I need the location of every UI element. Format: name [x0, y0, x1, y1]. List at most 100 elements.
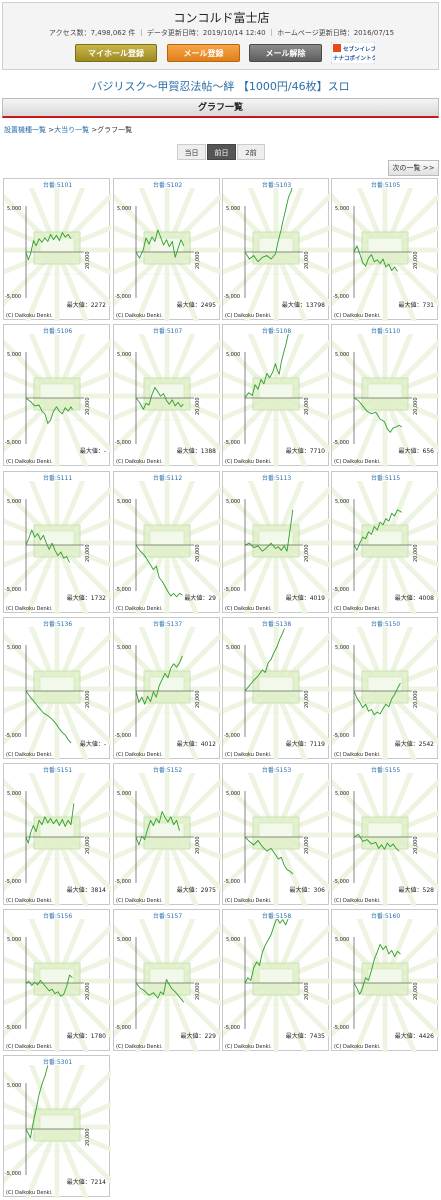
- copyright-label: (C) Daikoku Denki.: [6, 898, 53, 904]
- slump-line: [135, 655, 183, 705]
- graph-card-title[interactable]: 台番:5151: [42, 767, 73, 774]
- graph-card-title[interactable]: 台番:5138: [261, 621, 292, 628]
- graph-card-title[interactable]: 台番:5150: [370, 621, 401, 628]
- graph-card[interactable]: 台番:5157 5,000 -5,000 20,000 最大値：229 (C) Daiko…: [113, 909, 221, 1052]
- graph-card[interactable]: 台番:5158 5,000 -5,000 20,000 最大値：7435 (C) Daik…: [222, 909, 330, 1052]
- graph-card-title[interactable]: 台番:5107: [152, 328, 183, 335]
- copyright-label: (C) Daikoku Denki.: [334, 313, 381, 319]
- myhall-register-button[interactable]: マイホール登録: [75, 44, 157, 62]
- graph-card-title[interactable]: 台番:5160: [370, 913, 401, 920]
- graph-card[interactable]: 台番:5110 5,000 -5,000 20,000 最大値：656 (C) Daiko…: [331, 324, 439, 467]
- graph-card[interactable]: 台番:5301 5,000 -5,000 20,000 最大値：7214 (C) Daik…: [3, 1055, 111, 1198]
- slump-line: [135, 544, 183, 598]
- next-list-button[interactable]: 次の一覧 >>: [388, 160, 439, 176]
- y-tick-label-bottom: -5,000: [333, 294, 349, 300]
- breadcrumb-bonus-list[interactable]: 大当り一覧: [54, 126, 90, 134]
- graph-card-title[interactable]: 台番:5155: [370, 767, 401, 774]
- copyright-label: (C) Daikoku Denki.: [116, 606, 163, 612]
- graph-card-title[interactable]: 台番:5301: [42, 1059, 73, 1066]
- graph-card-title[interactable]: 台番:5108: [261, 328, 292, 335]
- graph-card[interactable]: 台番:5138 5,000 -5,000 20,000 最大値：7119 (C) Daik…: [222, 617, 330, 760]
- graph-card-title[interactable]: 台番:5115: [370, 475, 401, 482]
- graph-card-title[interactable]: 台番:5101: [42, 182, 73, 189]
- x-tick-label-end: 20,000: [413, 691, 419, 709]
- slump-graph: 5,000 -5,000 20,000 最大値：7710 (C) Daikoku Den…: [223, 334, 330, 467]
- max-value-prefix: 最大値：: [286, 594, 310, 602]
- y-tick-label-bottom: -5,000: [5, 733, 21, 739]
- graph-card-title[interactable]: 台番:5156: [42, 913, 73, 920]
- y-tick-label-bottom: -5,000: [224, 294, 240, 300]
- graph-card-title[interactable]: 台番:5153: [261, 767, 292, 774]
- seven-logo-icon: [333, 44, 341, 52]
- graph-card-title[interactable]: 台番:5137: [152, 621, 183, 628]
- x-tick-label-end: 20,000: [413, 545, 419, 563]
- tab-two-days-ago[interactable]: 2前: [237, 144, 265, 160]
- max-value-label: 最大値：229: [181, 1032, 217, 1040]
- y-tick-label-top: 5,000: [335, 499, 349, 505]
- y-tick-label-top: 5,000: [7, 206, 21, 212]
- graph-card[interactable]: 台番:5111 5,000 -5,000 20,000 最大値：1732 (C) Daik…: [3, 471, 111, 614]
- x-tick-label-end: 20,000: [85, 398, 91, 416]
- graph-card[interactable]: 台番:5115 5,000 -5,000 20,000 最大値：4008 (C) Daik…: [331, 471, 439, 614]
- max-value-label: 最大値：1388: [177, 447, 216, 455]
- graph-card[interactable]: 台番:5152 5,000 -5,000 20,000 最大値：2975 (C) Daik…: [113, 763, 221, 906]
- y-tick-label-bottom: -5,000: [115, 1025, 131, 1031]
- graph-card-title[interactable]: 台番:5152: [152, 767, 183, 774]
- graph-card[interactable]: 台番:5108 5,000 -5,000 20,000 最大値：7710 (C) Daik…: [222, 324, 330, 467]
- tab-today[interactable]: 当日: [177, 144, 206, 160]
- slump-graph: 5,000 -5,000 20,000 最大値：7435 (C) Daikoku Den…: [223, 919, 330, 1052]
- max-value-prefix: 最大値：: [286, 740, 310, 748]
- y-tick-label-bottom: -5,000: [333, 587, 349, 593]
- background-machine-reels: [39, 1114, 75, 1130]
- graph-card[interactable]: 台番:5106 5,000 -5,000 20,000 最大値：- (C) Daikoku…: [3, 324, 111, 467]
- graph-card-title[interactable]: 台番:5136: [42, 621, 73, 628]
- graph-card[interactable]: 台番:5160 5,000 -5,000 20,000 最大値：4426 (C) Daik…: [331, 909, 439, 1052]
- max-value: 229: [205, 1033, 217, 1040]
- breadcrumb-machine-list[interactable]: 設置機種一覧: [4, 126, 46, 134]
- graph-card[interactable]: 台番:5112 5,000 -5,000 20,000 最大値：29 (C) Daikok…: [113, 471, 221, 614]
- graph-card-title[interactable]: 台番:5113: [261, 475, 292, 482]
- x-tick-label-end: 20,000: [195, 691, 201, 709]
- mail-register-button[interactable]: メール登録: [167, 44, 240, 62]
- graph-card-title[interactable]: 台番:5157: [152, 913, 183, 920]
- graph-card[interactable]: 台番:5150 5,000 -5,000 20,000 最大値：2542 (C) Daik…: [331, 617, 439, 760]
- graph-card[interactable]: 台番:5156 5,000 -5,000 20,000 最大値：1780 (C) Daik…: [3, 909, 111, 1052]
- background-machine-reels: [367, 968, 403, 984]
- tab-previous-day[interactable]: 前日: [207, 144, 236, 160]
- graph-card[interactable]: 台番:5137 5,000 -5,000 20,000 最大値：4012 (C) Daik…: [113, 617, 221, 760]
- graph-card-title[interactable]: 台番:5111: [42, 475, 73, 482]
- graph-card-title[interactable]: 台番:5110: [370, 328, 401, 335]
- graph-card[interactable]: 台番:5107 5,000 -5,000 20,000 最大値：1388 (C) Daik…: [113, 324, 221, 467]
- seven-point-club-link[interactable]: セブンイレブン ナナコポイントクラブ: [331, 42, 375, 64]
- graph-card[interactable]: 台番:5153 5,000 -5,000 20,000 最大値：306 (C) Daiko…: [222, 763, 330, 906]
- mail-unregister-button[interactable]: メール解除: [249, 44, 322, 62]
- slump-line: [244, 628, 285, 692]
- graph-card[interactable]: 台番:5102 5,000 -5,000 20,000 最大値：2495 (C) Daik…: [113, 178, 221, 321]
- graph-card[interactable]: 台番:5101 5,000 -5,000 20,000 最大値：2272 (C) Daik…: [3, 178, 111, 321]
- max-value-label: 最大値：-: [80, 447, 106, 455]
- graph-card[interactable]: 台番:5155 5,000 -5,000 20,000 最大値：528 (C) Daiko…: [331, 763, 439, 906]
- max-value: 29: [208, 595, 216, 602]
- x-tick-label-end: 20,000: [195, 837, 201, 855]
- point-club-line1: セブンイレブン: [343, 45, 375, 53]
- graph-card-title[interactable]: 台番:5106: [42, 328, 73, 335]
- max-value-label: 最大値：7710: [286, 447, 325, 455]
- graph-card[interactable]: 台番:5151 5,000 -5,000 20,000 最大値：3814 (C) Daik…: [3, 763, 111, 906]
- slump-graph: 5,000 -5,000 20,000 最大値：731 (C) Daikoku Denk…: [332, 188, 439, 321]
- x-tick-label-end: 20,000: [304, 398, 310, 416]
- graph-card[interactable]: 台番:5136 5,000 -5,000 20,000 最大値：- (C) Daikoku…: [3, 617, 111, 760]
- max-value: 7710: [310, 448, 325, 455]
- slump-graph: 5,000 -5,000 20,000 最大値：2495 (C) Daikoku Den…: [114, 188, 221, 321]
- slump-graph: 5,000 -5,000 20,000 最大値：528 (C) Daikoku Denk…: [332, 773, 439, 906]
- graph-card-title[interactable]: 台番:5103: [261, 182, 292, 189]
- graph-card-title[interactable]: 台番:5158: [261, 913, 292, 920]
- graph-card-title[interactable]: 台番:5105: [370, 182, 401, 189]
- graph-card[interactable]: 台番:5113 5,000 -5,000 20,000 最大値：4019 (C) Daik…: [222, 471, 330, 614]
- graph-card[interactable]: 台番:5105 5,000 -5,000 20,000 最大値：731 (C) Daiko…: [331, 178, 439, 321]
- graph-card-title[interactable]: 台番:5112: [152, 475, 183, 482]
- graph-card-title[interactable]: 台番:5102: [152, 182, 183, 189]
- graph-card[interactable]: 台番:5103 5,000 -5,000 20,000 最大値：13798 (C) Dai…: [222, 178, 330, 321]
- max-value: 13798: [306, 302, 325, 309]
- slump-graph: 5,000 -5,000 20,000 最大値：2975 (C) Daikoku Den…: [114, 773, 221, 906]
- store-header: コンコルド富士店 アクセス数：7,498,062 件 ｜ データ更新日時：201…: [2, 2, 439, 70]
